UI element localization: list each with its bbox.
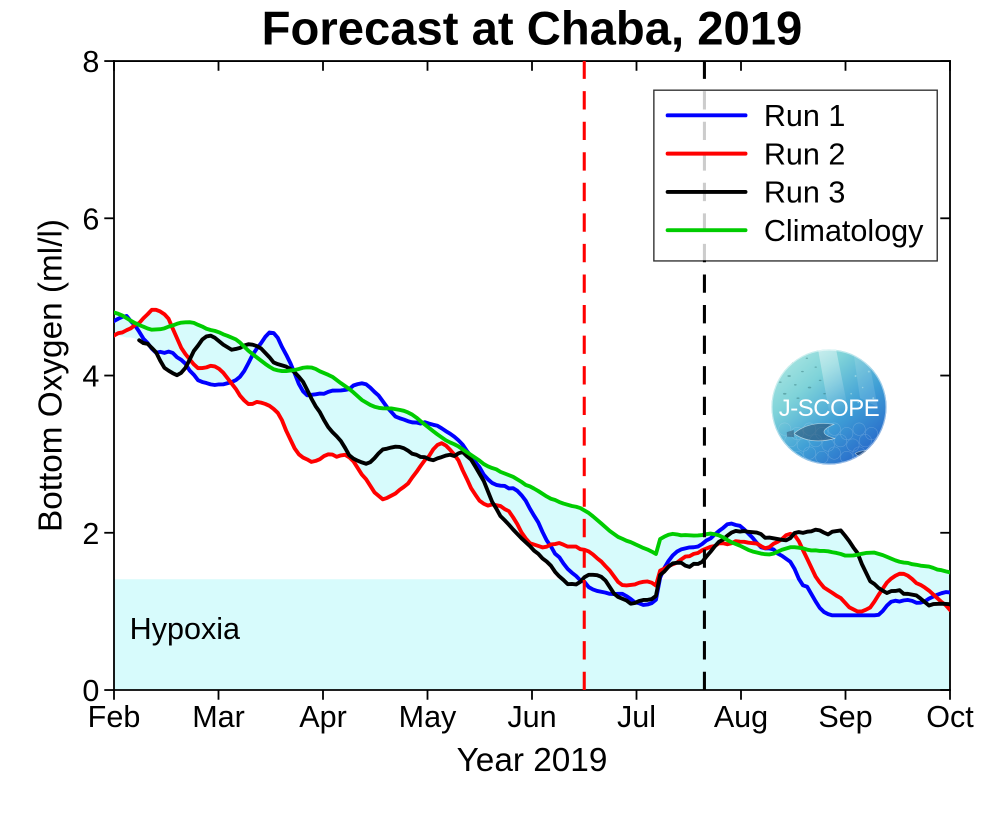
svg-text:J-SCOPE: J-SCOPE bbox=[779, 395, 880, 422]
svg-text:4: 4 bbox=[82, 360, 99, 394]
svg-text:Run 2: Run 2 bbox=[764, 137, 846, 171]
svg-text:2: 2 bbox=[82, 517, 99, 551]
svg-text:Year 2019: Year 2019 bbox=[457, 742, 608, 779]
svg-text:0: 0 bbox=[82, 674, 99, 708]
svg-text:8: 8 bbox=[82, 45, 99, 79]
svg-text:Oct: Oct bbox=[926, 700, 974, 734]
svg-text:Run 3: Run 3 bbox=[764, 176, 846, 210]
svg-text:Forecast at Chaba, 2019: Forecast at Chaba, 2019 bbox=[262, 2, 803, 55]
svg-text:Jul: Jul bbox=[617, 700, 656, 734]
svg-text:Bottom Oxygen (ml/l): Bottom Oxygen (ml/l) bbox=[33, 219, 70, 532]
svg-text:Hypoxia: Hypoxia bbox=[130, 612, 240, 646]
svg-text:Sep: Sep bbox=[818, 700, 872, 734]
svg-text:Aug: Aug bbox=[714, 700, 768, 734]
svg-text:May: May bbox=[399, 700, 457, 734]
svg-text:Mar: Mar bbox=[192, 700, 245, 734]
svg-text:6: 6 bbox=[82, 202, 99, 236]
svg-text:Run 1: Run 1 bbox=[764, 99, 846, 133]
svg-text:Apr: Apr bbox=[299, 700, 347, 734]
svg-text:Jun: Jun bbox=[507, 700, 556, 734]
svg-text:Climatology: Climatology bbox=[764, 214, 924, 248]
